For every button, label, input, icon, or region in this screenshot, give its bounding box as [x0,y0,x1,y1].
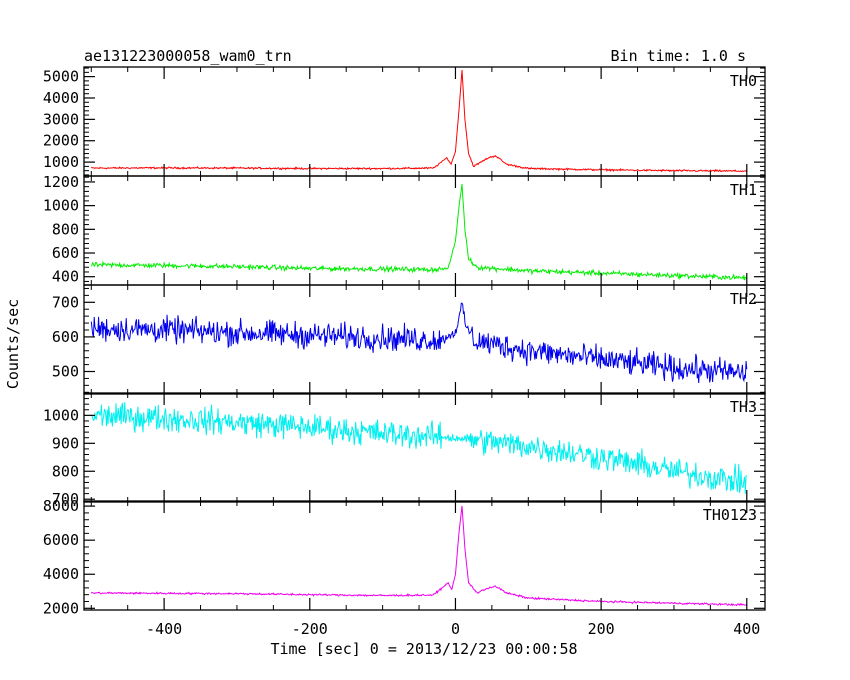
series-line-th1 [90,183,748,281]
series-label-th0123: TH0123 [703,506,757,524]
y-tick-label: 800 [52,220,79,238]
y-tick-label: 600 [52,328,79,346]
y-tick-label: 700 [52,293,79,311]
y-tick-label: 6000 [43,531,79,549]
y-tick-label: 400 [52,268,79,286]
series-line-th0 [90,70,748,173]
series-label-th3: TH3 [730,398,757,416]
y-tick-label: 3000 [43,110,79,128]
y-tick-label: 800 [52,462,79,480]
y-tick-label: 1200 [43,173,79,191]
panel-th2: 500 600 700 TH2 [52,284,766,395]
y-tick-label: 8000 [43,497,79,515]
y-tick-label: 4000 [43,565,79,583]
y-tick-label: 900 [52,434,79,452]
series-line-th3 [90,402,747,494]
series-label-th1: TH1 [730,181,757,199]
y-tick-label: 700 [52,490,79,508]
panel-frame [83,500,766,611]
x-tick-label: -400 [146,620,182,638]
y-tick-label: 500 [52,363,79,381]
panel-frame [83,284,766,395]
y-tick-label: 1000 [43,153,79,171]
series-line-th2 [90,302,748,383]
series-label-th0: TH0 [730,72,757,90]
y-tick-label: 4000 [43,89,79,107]
y-tick-label: 1000 [43,197,79,215]
y-tick-label: 2000 [43,132,79,150]
bin-time-label: Bin time: 1.0 s [611,47,746,65]
x-tick-label: 200 [588,620,615,638]
x-tick-label: 400 [733,620,760,638]
chart-title: ae131223000058_wam0_trn [84,47,292,65]
x-tick-label: 0 [451,620,460,638]
panel-frame [83,392,766,503]
panel-th0: 1000 2000 3000 4000 5000 TH0 [43,66,766,177]
series-label-th2: TH2 [730,290,757,308]
panel-th1: 400 600 800 1000 1200 TH1 [43,173,766,286]
y-tick-label: 1000 [43,406,79,424]
x-tick-label: -200 [292,620,328,638]
series-line-th0123 [90,505,747,607]
panel-frame [83,66,766,177]
panel-th3: 700 800 900 1000 TH3 [43,392,766,508]
y-tick-label: 2000 [43,599,79,617]
panel-th0123: 2000 4000 6000 8000 TH0123 [43,497,766,617]
y-tick-label: 600 [52,244,79,262]
y-axis-label: Counts/sec [4,299,22,389]
x-axis-label: Time [sec] 0 = 2013/12/23 00:00:58 [270,640,577,658]
y-tick-label: 5000 [43,68,79,86]
